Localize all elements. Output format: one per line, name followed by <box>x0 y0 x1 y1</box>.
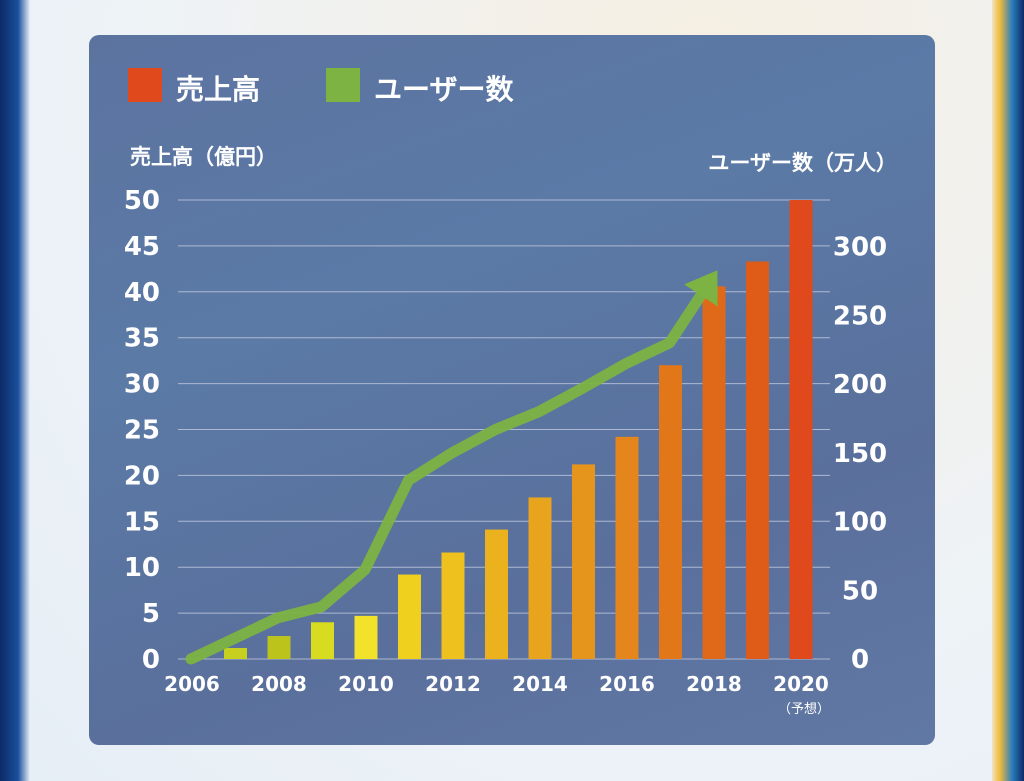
x-tick: 2010 <box>338 672 394 696</box>
legend: 売上高 ユーザー数 <box>128 68 514 106</box>
y-right-tick: 150 <box>833 439 887 469</box>
y-left-tick: 25 <box>124 416 160 446</box>
x-tick: 2018 <box>686 672 742 696</box>
x-tick: 2006 <box>164 672 220 696</box>
users-line-arrowhead <box>684 270 718 307</box>
revenue-bar <box>615 436 639 659</box>
revenue-bar <box>267 636 291 659</box>
users-line-path <box>185 284 710 665</box>
x-tick: 2012 <box>425 672 481 696</box>
x-ticks: 2006 2008 2010 2012 2014 2016 2018 2020 <box>164 672 829 696</box>
revenue-bar <box>441 552 465 659</box>
legend-revenue-swatch <box>128 68 162 102</box>
y-left-tick: 40 <box>124 278 160 308</box>
revenue-bar <box>311 622 334 659</box>
y-left-tick: 30 <box>124 370 160 400</box>
revenue-bar <box>398 574 421 659</box>
y-left-tick: 50 <box>124 186 160 216</box>
x-tick: 2020 <box>773 672 829 696</box>
y-right-tick: 0 <box>851 645 869 675</box>
revenue-bar <box>528 497 552 659</box>
y-left-tick: 45 <box>124 232 160 262</box>
revenue-bar <box>224 647 247 659</box>
revenue-bar <box>789 200 813 659</box>
y-left-tick: 0 <box>142 645 160 675</box>
revenue-bar <box>572 464 595 659</box>
y-right-title: ユーザー数（万人） <box>708 151 897 175</box>
revenue-bars <box>224 200 813 659</box>
revenue-bar <box>659 365 682 659</box>
legend-users-label: ユーザー数 <box>374 73 514 106</box>
y-left-tick: 20 <box>124 461 160 491</box>
revenue-bar <box>485 529 508 659</box>
revenue-bar <box>702 286 726 659</box>
x-tick: 2014 <box>512 672 568 696</box>
x-note-forecast: （予想） <box>778 701 830 717</box>
y-left-title: 売上高（億円） <box>130 145 277 169</box>
y-right-tick: 250 <box>833 301 887 331</box>
y-left-ticks: 0 5 10 15 20 25 30 35 40 45 50 <box>124 186 160 675</box>
users-line <box>185 270 718 665</box>
y-right-ticks: 0 50 100 150 200 250 300 <box>833 233 887 675</box>
legend-users-swatch <box>326 68 360 102</box>
y-right-tick: 200 <box>833 370 887 400</box>
legend-revenue-label: 売上高 <box>176 73 260 106</box>
revenue-bar <box>746 261 769 659</box>
y-right-tick: 50 <box>842 576 878 606</box>
x-tick: 2008 <box>251 672 307 696</box>
y-left-tick: 15 <box>124 507 160 537</box>
revenue-bar <box>354 615 378 659</box>
y-left-tick: 5 <box>142 599 160 629</box>
y-left-tick: 10 <box>124 553 160 583</box>
y-right-tick: 300 <box>833 233 887 263</box>
x-tick: 2016 <box>599 672 655 696</box>
y-right-tick: 100 <box>833 508 887 538</box>
y-left-tick: 35 <box>124 324 160 354</box>
